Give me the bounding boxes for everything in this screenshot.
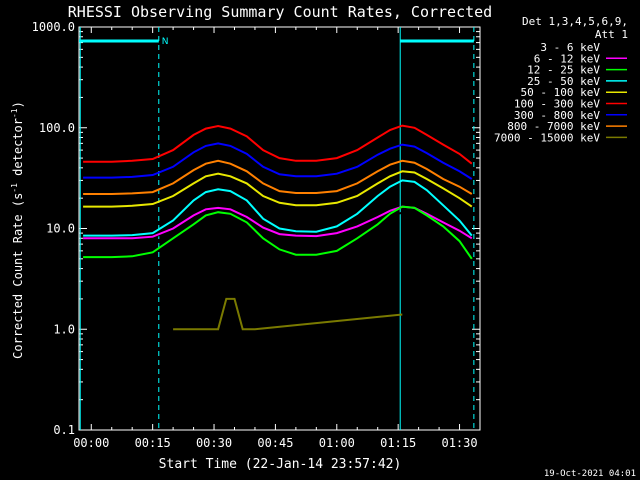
legend-label: 12 - 25 keV — [527, 64, 600, 77]
x-tick-label: 01:15 — [380, 436, 416, 450]
series-line — [83, 142, 473, 180]
night-bar-label: N — [162, 37, 169, 47]
chart-title: RHESSI Observing Summary Count Rates, Co… — [68, 3, 492, 21]
x-tick-label: 00:00 — [73, 436, 109, 450]
y-tick-label: 10.0 — [46, 222, 75, 236]
y-tick-label: 100.0 — [39, 121, 75, 135]
series-line — [83, 159, 473, 195]
series-line — [83, 211, 473, 241]
legend-label: 300 - 800 keV — [514, 109, 600, 122]
legend-label: 800 - 7000 keV — [507, 120, 600, 133]
y-axis-label-part-2: detector — [11, 118, 25, 183]
series-line — [83, 205, 473, 260]
y-tick-label: 1000.0 — [32, 20, 75, 34]
x-tick-label: 01:00 — [319, 436, 355, 450]
x-tick-label: 00:15 — [135, 436, 171, 450]
y-tick-label: 1.0 — [53, 322, 75, 336]
legend-label: 7000 - 15000 keV — [494, 131, 600, 144]
y-axis-label-sup-2: -1 — [10, 108, 19, 118]
x-tick-label: 01:30 — [441, 436, 477, 450]
plot-area: 00:00 00:15 00:30 00:45 01:00 01:15 01:30 0.1 1.… — [32, 20, 481, 450]
series-line — [83, 170, 473, 208]
series-line — [83, 179, 473, 237]
legend-label: 100 - 300 keV — [514, 98, 600, 111]
y-axis-label-part-3: ) — [11, 101, 25, 108]
y-axis-label-sup-1: -1 — [10, 183, 19, 193]
x-tick-label: 00:30 — [196, 436, 232, 450]
legend-label: 50 - 100 keV — [521, 86, 601, 99]
series-line — [83, 124, 473, 165]
y-axis-label-part-1: Corrected Count Rate (s — [11, 193, 25, 359]
footer-date: 19-Oct-2021 04:01 — [544, 469, 636, 479]
legend-label: 6 - 12 keV — [534, 52, 601, 65]
legend-title-line-2: Att 1 — [595, 28, 628, 41]
series-line — [173, 297, 403, 331]
y-axis-label: Corrected Count Rate (s-1 detector-1) — [10, 101, 25, 359]
legend-title-line-1: Det 1,3,4,5,6,9, — [522, 15, 628, 28]
legend-label: 3 - 6 keV — [540, 41, 600, 54]
x-axis-label: Start Time (22-Jan-14 23:57:42) — [159, 457, 402, 472]
x-tick-label: 00:45 — [257, 436, 293, 450]
legend-label: 25 - 50 keV — [527, 75, 600, 88]
y-tick-label: 0.1 — [53, 423, 75, 437]
